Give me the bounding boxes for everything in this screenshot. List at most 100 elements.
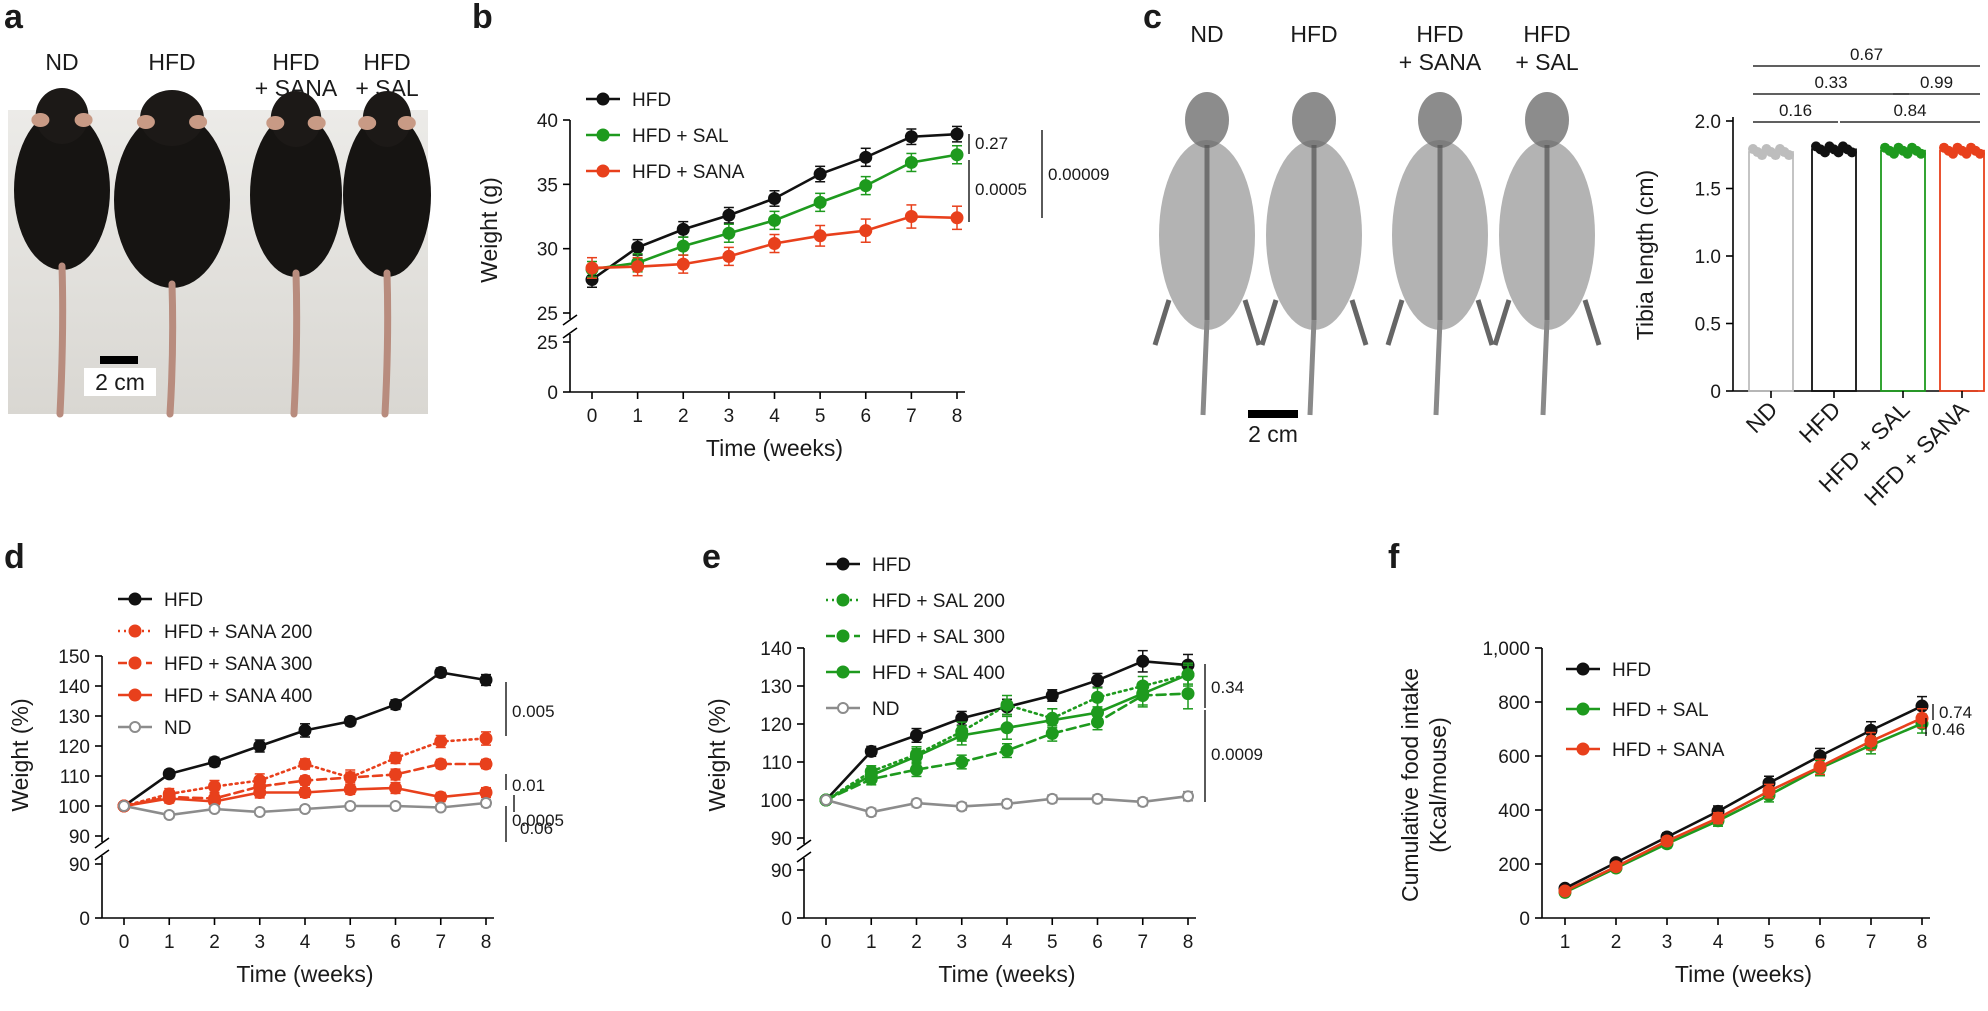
data-point	[389, 800, 402, 812]
mouse-head	[35, 88, 89, 144]
y-tick-label: 110	[762, 753, 792, 774]
comparison-p-value: 0.16	[1779, 101, 1812, 120]
data-point	[722, 249, 736, 263]
data-point	[768, 213, 781, 227]
data-point	[1609, 860, 1623, 874]
mouse-ear	[31, 113, 50, 127]
data-point	[820, 794, 832, 806]
data-point	[864, 744, 878, 758]
scale-label-bg	[84, 368, 156, 396]
xray-skull	[1292, 92, 1336, 148]
mouse-tail	[381, 269, 392, 418]
data-point	[1000, 744, 1014, 758]
data-point	[1046, 792, 1059, 805]
x-tick-label: 5	[815, 406, 826, 427]
photo-a-group-label: ND	[45, 49, 78, 75]
y-tick-label: 130	[58, 707, 90, 728]
x-tick-label: 0	[821, 932, 832, 953]
scale-bar	[100, 356, 138, 364]
data-point	[298, 786, 312, 799]
data-point	[1000, 721, 1014, 735]
y-tick-label: 0	[79, 909, 90, 930]
xray-tail	[1540, 319, 1550, 416]
data-point	[299, 803, 311, 815]
legend-label: HFD + SAL 300	[872, 627, 1005, 648]
y-axis-label: Weight (%)	[704, 698, 730, 811]
y-tick-label: 110	[60, 767, 90, 788]
legend-marker	[596, 164, 610, 178]
data-point	[1045, 689, 1059, 702]
bar-dot	[1975, 148, 1985, 159]
legend-marker	[1576, 662, 1590, 676]
mouse-body	[114, 112, 230, 288]
data-point	[1091, 792, 1104, 805]
xray-group-label: HFD + SAL	[1515, 21, 1579, 75]
y-tick-label: 35	[537, 175, 558, 196]
p-value-label: 0.00009	[1048, 165, 1109, 184]
data-point	[813, 229, 827, 243]
data-point	[1864, 734, 1878, 748]
legend-label: HFD + SANA 300	[164, 654, 312, 675]
data-point	[480, 797, 492, 809]
y-tick-label: 1,000	[1482, 639, 1530, 660]
mouse-photo-panel: ND HFD HFD + SANA HFD + SAL 2 cm	[8, 49, 431, 418]
comparison-p-value: 0.67	[1850, 45, 1883, 64]
x-tick-label: 3	[254, 932, 265, 953]
mouse-ear	[74, 113, 93, 127]
legend-marker	[129, 721, 141, 733]
x-tick-label: 4	[1713, 932, 1724, 953]
y-tick-label: 200	[1498, 855, 1530, 876]
p-value-label: 0.0005	[512, 811, 564, 830]
axis-break-mark	[94, 837, 110, 861]
x-tick-label: 6	[1092, 932, 1103, 953]
y-tick-label: 30	[537, 240, 558, 261]
bar-dot	[1916, 148, 1926, 159]
data-point	[904, 210, 918, 223]
y-tick-label: 1.5	[1695, 180, 1721, 201]
p-value-label: 0.0009	[1211, 745, 1263, 764]
data-point	[389, 781, 402, 795]
panel-label-f: f	[1388, 538, 1400, 576]
x-tick-label: 2	[678, 406, 689, 427]
axis-break-mark	[562, 314, 578, 339]
legend-marker	[596, 128, 610, 142]
data-point	[208, 803, 221, 815]
y-tick-label: 90	[69, 827, 90, 848]
x-tick-label: 1	[632, 406, 643, 427]
data-point	[1182, 790, 1194, 803]
y-axis-label: Tibia length (cm)	[1632, 170, 1658, 340]
xray-tail	[1307, 319, 1317, 416]
data-point	[904, 130, 918, 144]
x-tick-label: HFD + SANA	[1859, 396, 1974, 511]
y-tick-label: 2.0	[1695, 112, 1721, 133]
x-tick-label: 3	[724, 406, 735, 427]
xray-legs	[1492, 299, 1602, 346]
data-point	[434, 801, 447, 814]
xray-group-label: ND	[1190, 21, 1223, 47]
legend-marker	[596, 92, 610, 106]
scale-label: 2 cm	[1248, 421, 1298, 447]
legend-label: HFD + SAL	[1612, 700, 1709, 721]
mouse-ear	[136, 115, 155, 129]
xray-image-panel: ND HFD HFD + SANA HFD + SAL 2 cm	[1152, 21, 1602, 447]
x-tick-label: 5	[1047, 932, 1058, 953]
xray-legs	[1385, 299, 1495, 346]
panel-label-d: d	[4, 538, 25, 576]
data-point	[1045, 713, 1059, 727]
y-tick-label: 1.0	[1695, 247, 1721, 268]
data-point	[722, 226, 736, 240]
x-tick-label: 4	[1002, 932, 1013, 953]
y-tick-label: 0.5	[1695, 315, 1721, 336]
scale-bar	[1248, 410, 1298, 418]
data-point	[813, 167, 827, 181]
y-tick-label: 100	[58, 797, 90, 818]
x-tick-label: 6	[390, 932, 401, 953]
data-point	[859, 179, 873, 193]
data-point	[1558, 884, 1572, 898]
data-point	[298, 723, 312, 737]
p-value-label: 0.005	[512, 702, 555, 721]
chart-b-weight-grams: 0 25 25 30 35 40 0 1 2 3 4 5 6 7 8 Time (weeks) Weight (…	[476, 90, 1109, 461]
y-tick-label: 120	[760, 715, 792, 736]
p-value-label: 0.74	[1939, 703, 1972, 722]
